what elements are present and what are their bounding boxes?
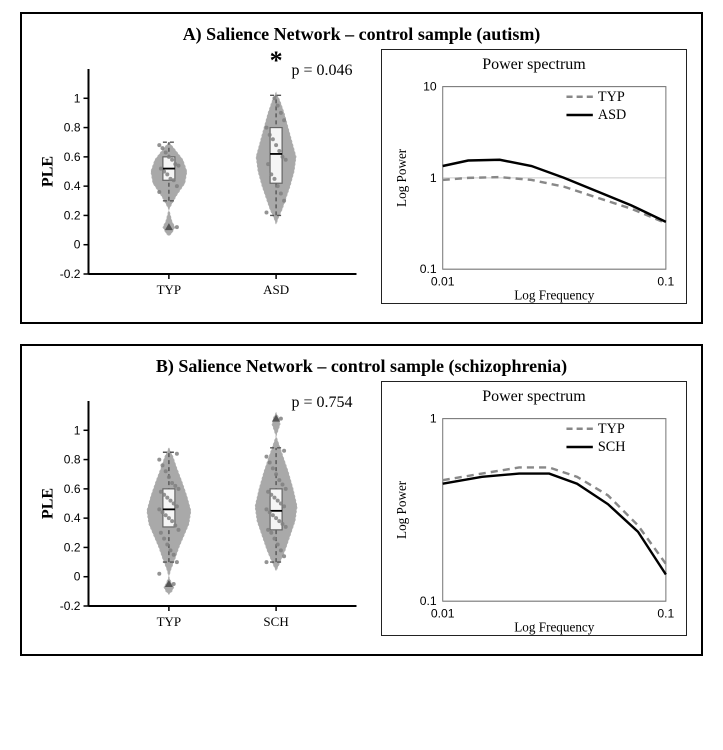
panel-B: B) Salience Network – control sample (sc… [20,344,703,656]
svg-text:PLE: PLE [39,488,56,519]
svg-text:-0.2: -0.2 [60,599,81,613]
spectrum-svg: 0.11100.010.1Log FrequencyLog PowerTYPAS… [392,76,676,304]
panel-body: -0.2 0 0.2 0.4 0.6 0.8 1 PLE TYP ASD * p = 0.046 Po… [36,49,687,304]
spectrum-title: Power spectrum [392,388,676,406]
svg-text:p = 0.046: p = 0.046 [291,62,352,79]
svg-text:0: 0 [74,570,81,584]
svg-text:1: 1 [430,412,437,426]
svg-text:0: 0 [74,238,81,252]
svg-text:Log Frequency: Log Frequency [514,620,595,635]
violin-plot: -0.2 0 0.2 0.4 0.6 0.8 1 PLE TYP ASD * p = 0.046 [36,49,367,304]
svg-text:TYP: TYP [157,282,182,297]
svg-text:1: 1 [74,91,81,105]
svg-text:1: 1 [430,171,437,185]
violin-plot: -0.2 0 0.2 0.4 0.6 0.8 1 PLE TYP SCH p = 0.754 [36,381,367,636]
svg-text:PLE: PLE [39,156,56,187]
panel-body: -0.2 0 0.2 0.4 0.6 0.8 1 PLE TYP SCH p = 0.754 Pow… [36,381,687,636]
svg-text:0.01: 0.01 [431,274,455,288]
svg-text:1: 1 [74,423,81,437]
svg-text:Log Frequency: Log Frequency [514,288,595,303]
svg-text:Log Power: Log Power [394,148,409,207]
svg-text:*: * [270,49,283,75]
svg-text:-0.2: -0.2 [60,267,81,281]
svg-text:0.8: 0.8 [64,121,81,135]
svg-text:0.2: 0.2 [64,540,81,554]
svg-text:TYP: TYP [598,89,625,105]
svg-text:SCH: SCH [598,439,626,455]
svg-text:ASD: ASD [263,282,289,297]
svg-text:0.2: 0.2 [64,208,81,222]
svg-text:p = 0.754: p = 0.754 [291,394,352,411]
spectrum-plot: Power spectrum 0.11100.010.1Log Frequenc… [381,49,687,304]
svg-text:TYP: TYP [598,421,625,437]
svg-text:0.1: 0.1 [657,274,674,288]
svg-text:0.4: 0.4 [64,511,81,525]
panel-title: B) Salience Network – control sample (sc… [36,356,687,377]
svg-text:0.4: 0.4 [64,179,81,193]
spectrum-title: Power spectrum [392,56,676,74]
svg-text:0.01: 0.01 [431,606,455,620]
panel-A: A) Salience Network – control sample (au… [20,12,703,324]
svg-text:0.6: 0.6 [64,482,81,496]
svg-text:10: 10 [423,80,437,94]
svg-text:0.1: 0.1 [657,606,674,620]
svg-text:TYP: TYP [157,614,182,629]
svg-text:0.8: 0.8 [64,453,81,467]
svg-text:ASD: ASD [598,107,626,123]
violin-svg: -0.2 0 0.2 0.4 0.6 0.8 1 PLE TYP SCH p = 0.754 [36,381,367,636]
spectrum-plot: Power spectrum 0.110.010.1Log FrequencyL… [381,381,687,636]
svg-text:0.6: 0.6 [64,150,81,164]
svg-text:Log Power: Log Power [394,480,409,539]
spectrum-svg: 0.110.010.1Log FrequencyLog PowerTYPSCH [392,408,676,636]
violin-svg: -0.2 0 0.2 0.4 0.6 0.8 1 PLE TYP ASD * p = 0.046 [36,49,367,304]
svg-text:SCH: SCH [263,614,288,629]
panel-title: A) Salience Network – control sample (au… [36,24,687,45]
